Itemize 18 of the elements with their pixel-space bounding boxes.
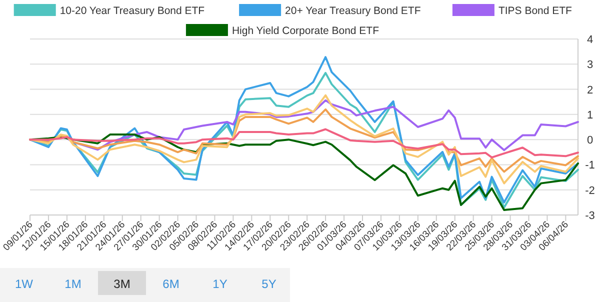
y-tick-label: -1 <box>585 160 595 172</box>
legend-label: 10-20 Year Treasury Bond ETF <box>60 5 205 17</box>
y-tick-label: 4 <box>586 34 594 46</box>
y-tick-label: 1 <box>586 109 594 122</box>
text: 6M <box>162 277 180 291</box>
y-tick-label: -3 <box>585 210 595 222</box>
text: 1Y <box>212 277 228 291</box>
legend-label: High Yield Corporate Bond ETF <box>232 25 380 37</box>
legend-label: 20+ Year Treasury Bond ETF <box>285 5 421 17</box>
text: 3M <box>114 277 130 291</box>
legend-label: TIPS Bond ETF <box>498 5 572 17</box>
y-tick-label: 2 <box>586 84 594 96</box>
text: 1W <box>15 277 34 291</box>
y-tick-label: 3 <box>586 59 594 72</box>
y-tick-label: 0 <box>586 134 594 147</box>
text: 1M <box>64 277 82 291</box>
y-tick-label: -2 <box>585 184 595 197</box>
text: 5Y <box>262 277 276 291</box>
